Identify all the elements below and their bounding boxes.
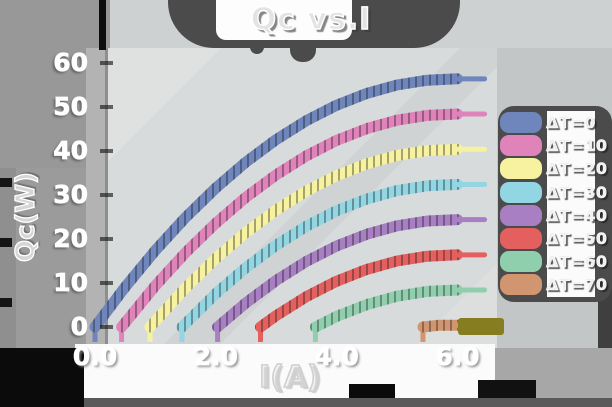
legend-swatch-7 xyxy=(500,274,542,296)
y-tick-label-10: 10 xyxy=(53,268,88,298)
x-tick-label-0.0: 0.0 xyxy=(72,342,118,372)
left-edge-strip xyxy=(0,168,16,348)
page-title: Qc vs.I xyxy=(250,1,372,37)
legend-item-0: ΔT=0 xyxy=(498,111,612,134)
legend-swatch-3 xyxy=(500,181,542,203)
legend-swatch-0 xyxy=(500,112,542,133)
legend-item-5: ΔT=50 xyxy=(498,227,612,250)
legend-label-5: ΔT=50 xyxy=(546,229,608,249)
title-card xyxy=(216,0,352,40)
legend-label-background xyxy=(547,111,595,297)
edge-dash xyxy=(0,178,12,187)
legend-item-7: ΔT=70 xyxy=(498,273,612,296)
y-axis-spine-smudge xyxy=(86,48,108,348)
legend-label-0: ΔT=0 xyxy=(546,113,596,133)
y-tick-label-20: 20 xyxy=(53,224,88,254)
legend-label-7: ΔT=70 xyxy=(546,275,608,295)
legend-swatch-2 xyxy=(500,158,542,180)
y-tick-label-30: 30 xyxy=(53,180,88,210)
series-dt-50-curve-hatch xyxy=(255,249,463,333)
title-blob-drip xyxy=(290,40,316,62)
x-tick-label-4.0: 4.0 xyxy=(314,342,359,372)
legend-item-6: ΔT=60 xyxy=(498,250,612,273)
legend-label-3: ΔT=30 xyxy=(546,182,608,202)
legend-label-4: ΔT=40 xyxy=(546,205,608,226)
series-dt-40-curve-hatch xyxy=(212,214,463,333)
y-tick-label-60: 60 xyxy=(53,48,88,78)
legend-swatch-6 xyxy=(500,251,542,273)
y-tick-mark xyxy=(100,105,113,109)
y-tick-label-0: 0 xyxy=(70,312,88,342)
y-tick-label-40: 40 xyxy=(53,136,88,166)
series-dt-70-curve-hatch xyxy=(417,319,463,333)
legend-swatch-1 xyxy=(500,135,542,157)
series-dt-10-curve-hatch xyxy=(116,108,463,333)
series-dt-30-curve-hatch xyxy=(176,178,463,333)
legend-label-2: ΔT=20 xyxy=(546,159,608,179)
legend-item-2: ΔT=20 xyxy=(498,157,612,180)
olive-artifact xyxy=(458,318,504,335)
x-axis-label: I(A) xyxy=(258,359,321,396)
bottom-left-black-patch xyxy=(0,348,84,407)
y-tick-mark xyxy=(100,281,113,285)
bottom-dark-strip xyxy=(84,398,612,407)
y-axis-label: Qc(W) xyxy=(10,171,41,262)
title-blob-drip xyxy=(250,40,264,54)
series-dt-0-curve-hatch xyxy=(89,73,463,333)
legend-item-1: ΔT=10 xyxy=(498,134,612,157)
y-tick-mark xyxy=(100,61,113,65)
legend-swatch-4 xyxy=(500,204,542,226)
y-tick-mark xyxy=(100,325,113,329)
legend-label-1: ΔT=10 xyxy=(546,136,608,156)
x-axis-band xyxy=(75,344,495,407)
y-tick-mark xyxy=(100,237,113,241)
edge-dash xyxy=(0,238,12,247)
y-tick-mark xyxy=(100,193,113,197)
x-tick-label-6.0: 6.0 xyxy=(435,342,480,372)
series-dt-20-curve-hatch xyxy=(144,143,463,333)
x-tick-label-2.0: 2.0 xyxy=(193,342,238,372)
top-black-line xyxy=(99,0,106,50)
series-dt-60-curve-hatch xyxy=(310,284,463,333)
y-tick-label-50: 50 xyxy=(53,92,88,122)
legend-item-3: ΔT=30 xyxy=(498,181,612,204)
edge-dash xyxy=(0,298,12,307)
y-tick-mark xyxy=(100,149,113,153)
legend-swatch-5 xyxy=(500,228,542,249)
legend-label-6: ΔT=60 xyxy=(546,252,608,272)
legend-item-4: ΔT=40 xyxy=(498,204,612,227)
plot-area-panel xyxy=(95,48,497,348)
